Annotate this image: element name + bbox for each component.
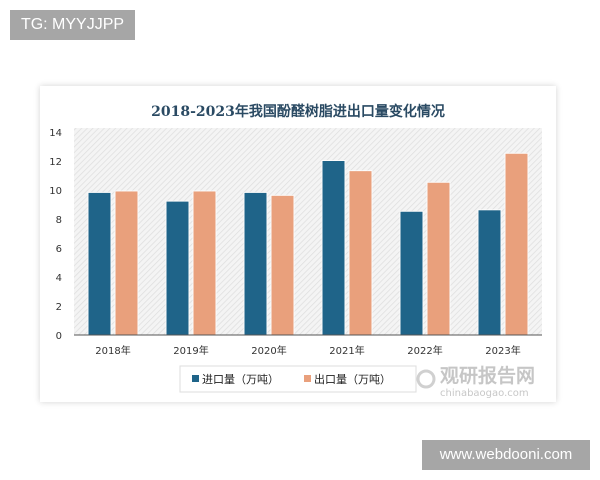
- legend-swatch: [304, 375, 311, 382]
- watermark-logo-icon: [416, 369, 436, 389]
- bar-export: [271, 195, 294, 335]
- legend: [179, 365, 417, 393]
- bar-export: [115, 191, 138, 335]
- bar-export: [193, 191, 216, 335]
- plot-area: [74, 128, 542, 335]
- y-tick-label: 14: [49, 128, 62, 139]
- bar-import: [244, 192, 267, 335]
- bar-export: [505, 153, 528, 335]
- legend-label: 进口量（万吨）: [202, 373, 279, 386]
- y-tick-label: 0: [56, 331, 62, 342]
- y-tick-label: 4: [56, 273, 62, 284]
- legend-label: 出口量（万吨）: [314, 372, 391, 386]
- x-tick-label: 2018年: [95, 344, 130, 357]
- y-tick-label: 8: [56, 215, 62, 226]
- x-tick-label: 2021年: [329, 344, 364, 357]
- watermark-name: 观研报告网: [440, 364, 535, 387]
- x-tick-label: 2023年: [485, 344, 520, 357]
- watermark: 观研报告网 chinabaogao.com: [416, 364, 535, 399]
- bar-export: [427, 182, 450, 335]
- bar-import: [322, 161, 345, 335]
- x-tick-label: 2022年: [407, 344, 442, 357]
- x-tick-label: 2019年: [173, 344, 208, 357]
- y-tick-label: 12: [49, 157, 62, 168]
- y-tick-label: 2: [56, 302, 62, 313]
- x-tick-label: 2020年: [251, 344, 286, 357]
- bar-export: [349, 171, 372, 335]
- bar-import: [478, 210, 501, 335]
- bar-import: [88, 192, 111, 335]
- legend-swatch: [192, 375, 199, 382]
- tg-label: TG: MYYJJPP: [10, 10, 135, 40]
- watermark-url: chinabaogao.com: [440, 388, 529, 399]
- site-label: www.webdooni.com: [422, 440, 590, 470]
- bar-import: [400, 211, 423, 335]
- chart-title: 2018-2023年我国酚醛树脂进出口量变化情况: [151, 103, 445, 120]
- bar-import: [166, 201, 189, 335]
- y-tick-label: 6: [56, 244, 62, 255]
- y-tick-label: 10: [49, 186, 62, 197]
